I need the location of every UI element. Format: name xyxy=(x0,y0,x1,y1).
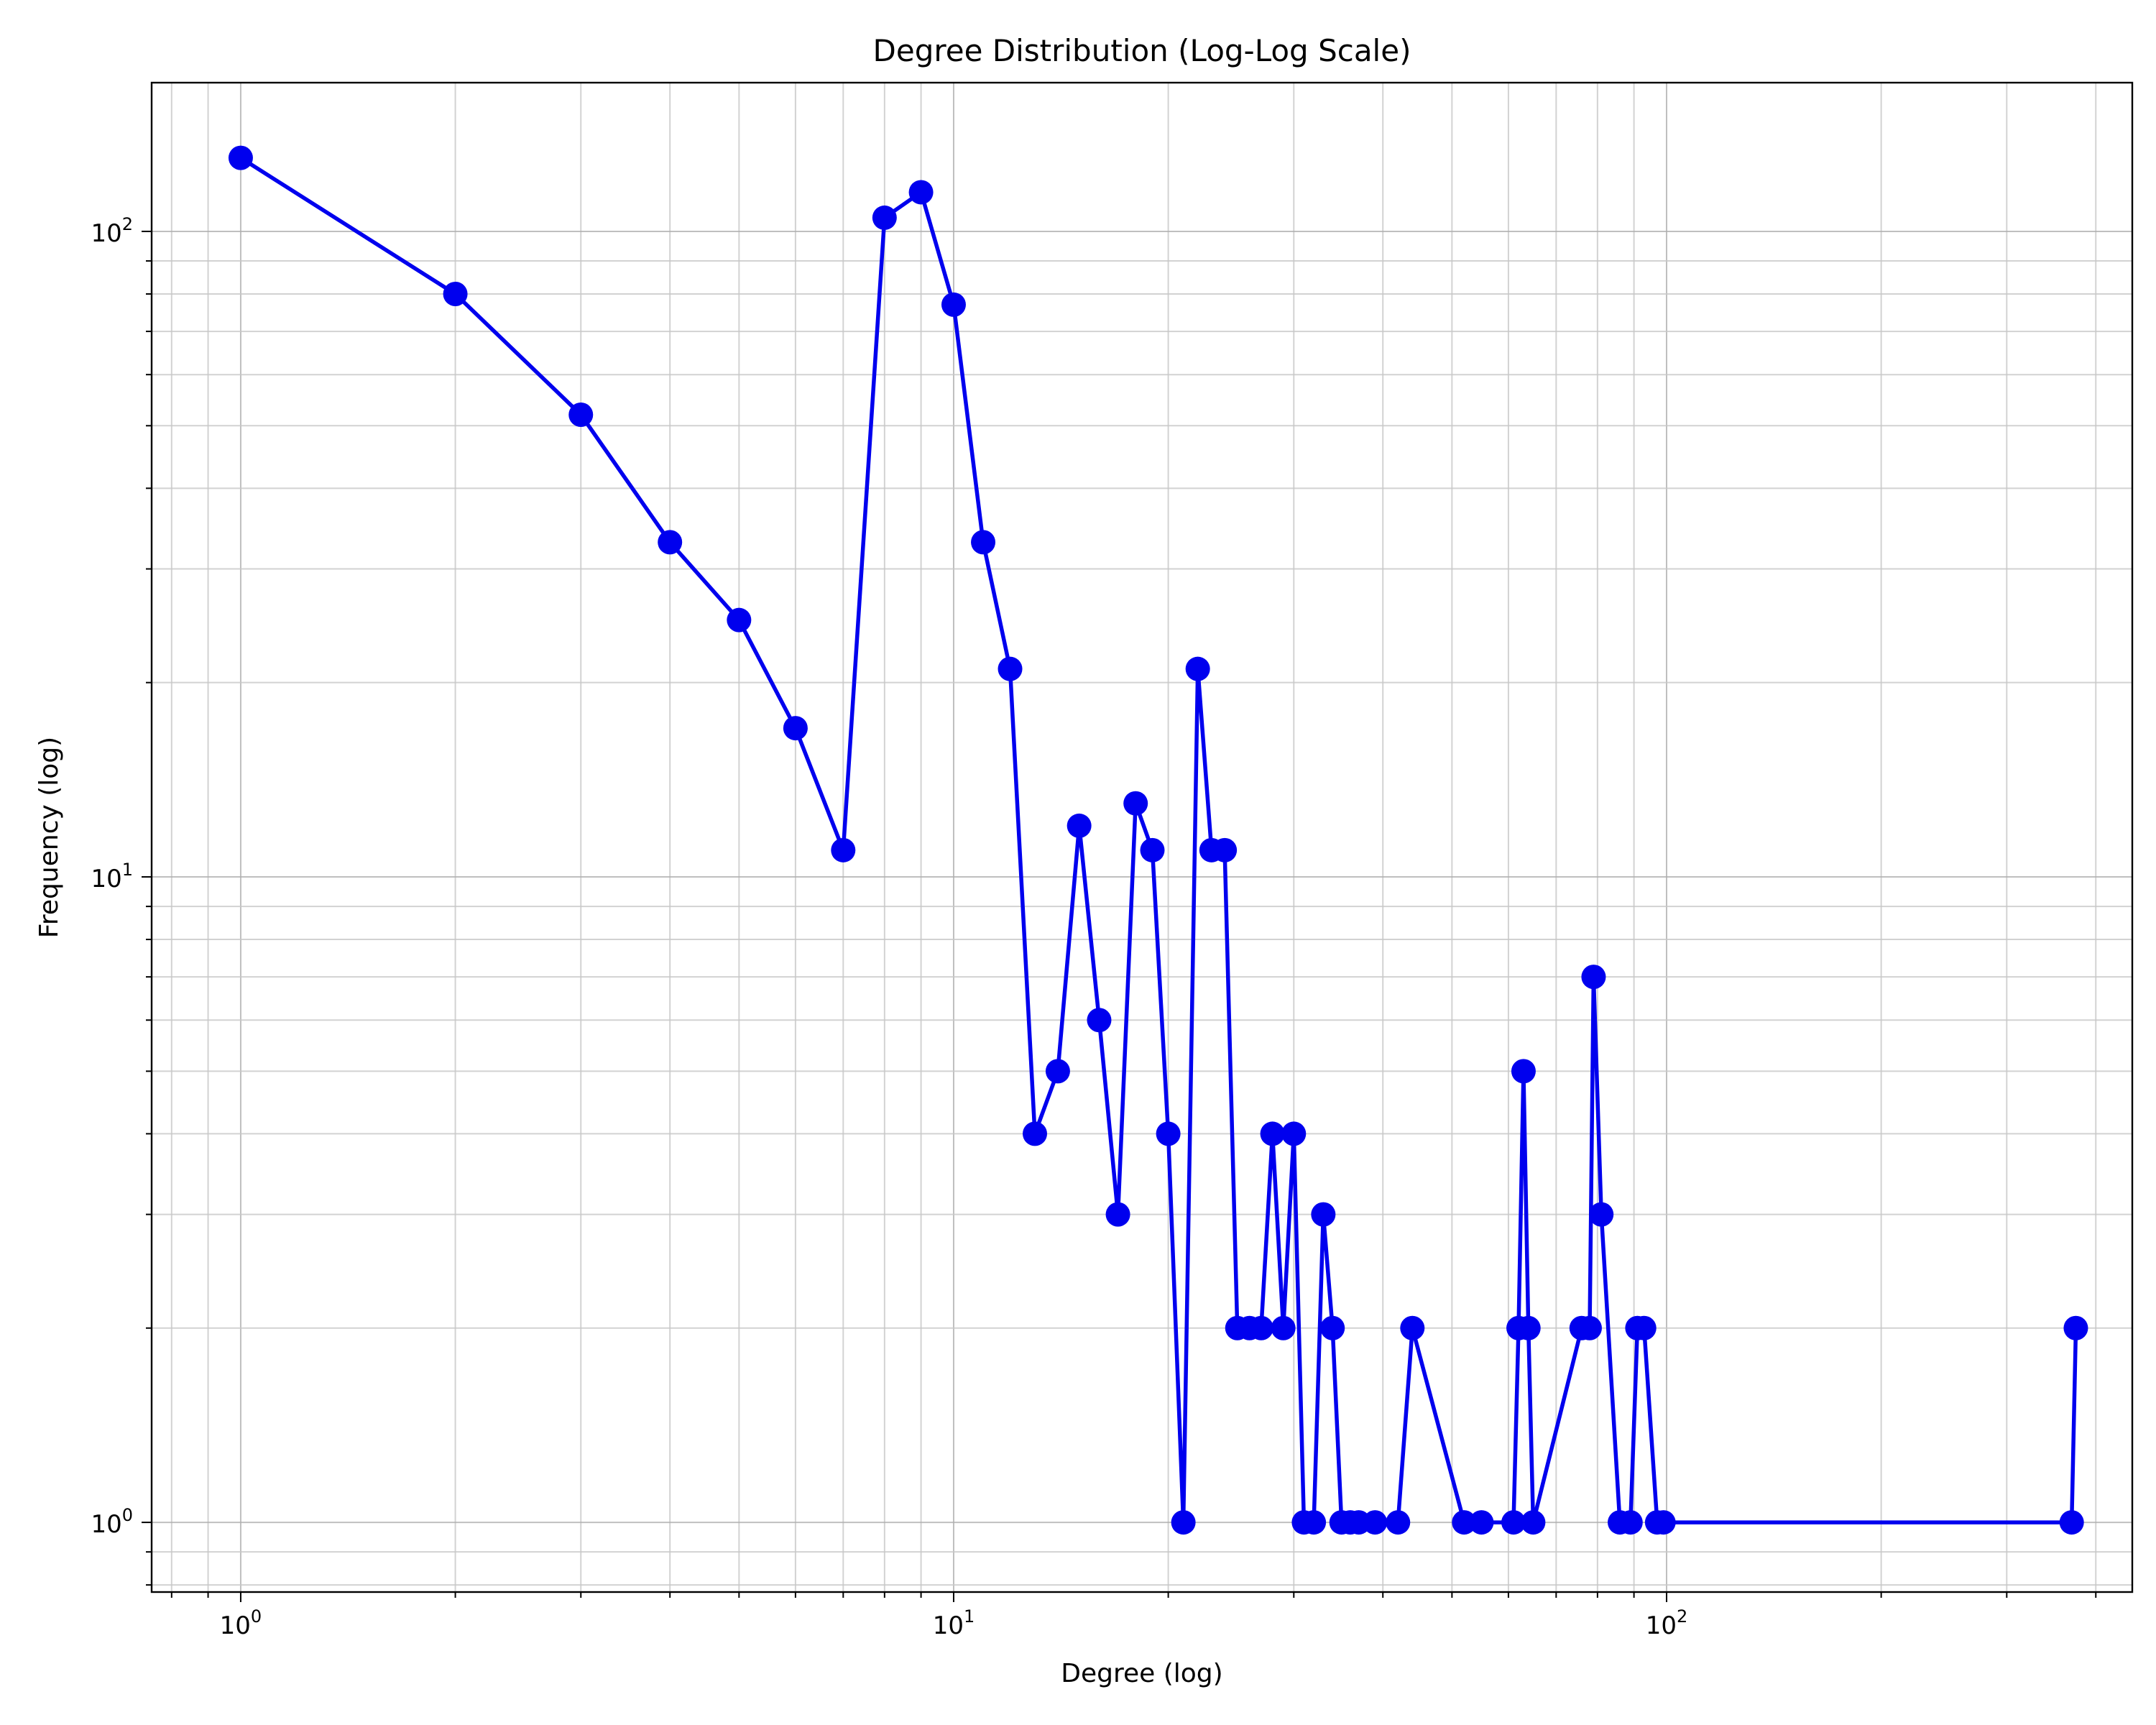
data-point xyxy=(1281,1121,1307,1146)
data-point xyxy=(1171,1510,1196,1535)
data-point xyxy=(1067,813,1092,838)
data-point xyxy=(941,292,966,317)
data-point xyxy=(1156,1121,1181,1146)
data-point xyxy=(1363,1510,1388,1535)
x-tick-label: 102 xyxy=(1646,1606,1688,1640)
data-point xyxy=(228,145,253,170)
plot-frame xyxy=(150,81,2134,1593)
data-point xyxy=(1516,1315,1541,1340)
axis-ticks: 100 101 102 100 101 102 xyxy=(91,214,2097,1640)
data-point xyxy=(727,607,752,632)
y-tick-label: 101 xyxy=(91,860,133,893)
data-point xyxy=(1260,1121,1285,1146)
data-point xyxy=(1400,1315,1425,1340)
data-point xyxy=(658,530,683,555)
data-point xyxy=(1045,1059,1070,1084)
data-point xyxy=(1248,1315,1273,1340)
data-point xyxy=(1123,791,1148,816)
data-point xyxy=(1501,1510,1526,1535)
data-point xyxy=(1320,1315,1345,1340)
y-tick-label: 102 xyxy=(91,214,133,248)
data-point xyxy=(1651,1510,1676,1535)
data-point xyxy=(1185,656,1210,681)
chart-title: Degree Distribution (Log-Log Scale) xyxy=(873,33,1411,68)
data-point xyxy=(1386,1510,1411,1535)
data-point xyxy=(1581,965,1606,990)
y-axis-label: Frequency (log) xyxy=(34,737,64,938)
data-point xyxy=(1212,837,1238,862)
x-axis-label: Degree (log) xyxy=(1061,1659,1222,1688)
grid xyxy=(152,83,2132,1592)
data-point xyxy=(908,180,934,205)
data-point xyxy=(1140,837,1165,862)
data-point xyxy=(1577,1315,1602,1340)
data-point xyxy=(1311,1202,1336,1227)
data-points xyxy=(228,145,2088,1535)
data-point xyxy=(1087,1008,1112,1033)
x-tick-label: 100 xyxy=(220,1606,262,1640)
data-point xyxy=(443,281,468,306)
data-point xyxy=(2059,1510,2084,1535)
data-point xyxy=(1631,1315,1657,1340)
data-point xyxy=(1469,1510,1494,1535)
data-point xyxy=(1618,1510,1643,1535)
data-point xyxy=(998,656,1023,681)
data-point xyxy=(1511,1059,1536,1084)
data-point xyxy=(971,530,996,555)
y-tick-label: 100 xyxy=(91,1505,133,1539)
data-point xyxy=(2063,1315,2088,1340)
data-point xyxy=(783,716,808,741)
data-point xyxy=(1105,1202,1130,1227)
data-point xyxy=(831,837,856,862)
data-point xyxy=(1271,1315,1296,1340)
data-point xyxy=(872,205,897,230)
data-point xyxy=(1023,1121,1048,1146)
x-tick-label: 101 xyxy=(933,1606,975,1640)
data-point xyxy=(1452,1510,1477,1535)
data-point xyxy=(1521,1510,1546,1535)
data-point xyxy=(1589,1202,1614,1227)
data-point xyxy=(568,402,594,428)
data-point xyxy=(1302,1510,1327,1535)
